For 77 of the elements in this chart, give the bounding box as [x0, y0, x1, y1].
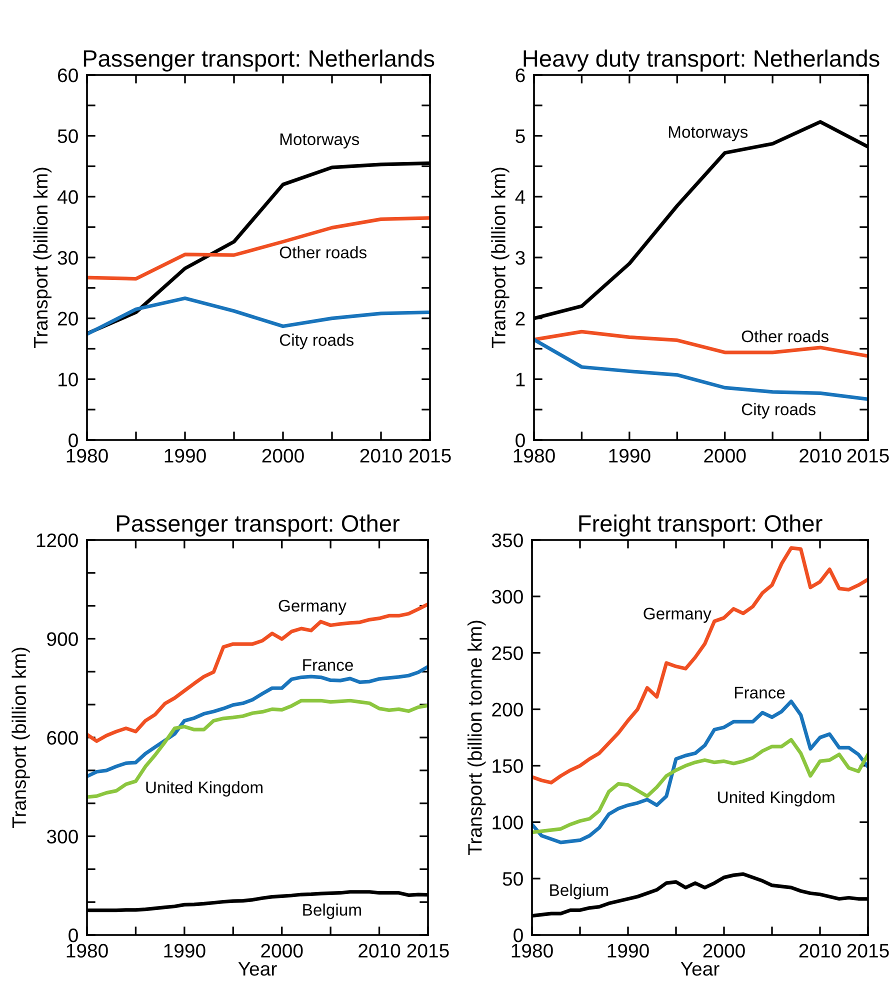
x-tick-label: 2015 — [409, 448, 451, 463]
series-label: Other roads — [742, 330, 828, 342]
x-tick-label: 1980 — [512, 944, 553, 958]
y-tick-label: 350 — [492, 533, 523, 548]
y-axis-title: Transport (billion km) — [12, 648, 30, 828]
series-label: Germany — [278, 600, 346, 615]
series-label: City roads — [742, 403, 816, 419]
y-tick-label: 5 — [516, 130, 525, 144]
line-series — [532, 700, 868, 844]
x-axis-title: Year — [238, 962, 277, 976]
y-tick-label: 40 — [57, 190, 78, 204]
x-tick-label: 2015 — [847, 944, 889, 958]
y-tick-label: 10 — [58, 372, 78, 386]
y-tick-label: 900 — [47, 632, 78, 646]
y-tick-label: 1200 — [36, 533, 78, 548]
series-label: Motorways — [280, 134, 360, 148]
y-axis-title: Transport (billion km) — [491, 168, 510, 348]
x-tick-label: 1990 — [609, 448, 650, 463]
series-label: Belgium — [550, 884, 608, 900]
x-tick-label: 1990 — [608, 944, 649, 958]
y-tick-label: 20 — [58, 312, 78, 326]
line-series — [532, 546, 868, 784]
x-tick-label: 2010 — [360, 448, 402, 463]
y-tick-label: 3 — [516, 250, 525, 265]
y-tick-label: 30 — [58, 250, 78, 265]
series-label: Belgium — [303, 904, 361, 920]
y-tick-label: 4 — [515, 190, 526, 204]
y-tick-label: 0 — [68, 928, 78, 942]
y-tick-label: 0 — [514, 928, 523, 942]
y-tick-label: 300 — [46, 830, 78, 844]
y-tick-label: 1 — [516, 372, 525, 386]
series-label: France — [303, 659, 353, 671]
x-tick-label: 1990 — [164, 944, 206, 958]
series-label: France — [734, 686, 785, 699]
x-tick-label: 1980 — [514, 448, 555, 463]
x-axis-title: Year — [680, 962, 720, 976]
x-tick-label: 2000 — [704, 448, 746, 463]
y-tick-label: 100 — [492, 816, 523, 830]
x-tick-label: 2015 — [847, 448, 889, 463]
y-axis-title: Transport (billion tonne km) — [468, 620, 486, 856]
y-tick-label: 50 — [58, 129, 78, 144]
x-tick-label: 2010 — [800, 448, 842, 463]
y-tick-label: 2 — [516, 312, 525, 326]
y-axis-title: Transport (billion km) — [33, 168, 52, 348]
series-label: Motorways — [668, 126, 748, 142]
x-tick-label: 2000 — [262, 448, 304, 463]
series-label: Germany — [644, 608, 712, 623]
y-tick-label: 600 — [47, 730, 78, 745]
y-tick-label: 0 — [516, 433, 525, 448]
series-label: United Kingdom — [718, 790, 834, 806]
x-tick-label: 2000 — [703, 944, 745, 958]
series-label: City roads — [280, 334, 354, 350]
line-series — [87, 698, 428, 799]
chart-title: Passenger transport: Netherlands — [84, 50, 434, 72]
y-tick-label: 6 — [516, 68, 525, 82]
y-tick-label: 250 — [492, 646, 523, 660]
chart-title: Freight transport: Other — [579, 514, 822, 537]
x-tick-label: 1980 — [66, 448, 108, 463]
x-tick-label: 1980 — [66, 944, 108, 958]
x-tick-label: 2000 — [261, 944, 303, 958]
x-tick-label: 1990 — [164, 448, 206, 463]
series-label: Other roads — [280, 246, 366, 258]
x-tick-label: 2010 — [358, 944, 400, 958]
y-tick-label: 50 — [502, 872, 523, 886]
y-tick-label: 0 — [68, 433, 78, 448]
chart-title: Passenger transport: Other — [117, 514, 400, 537]
line-series — [532, 738, 868, 834]
y-tick-label: 150 — [492, 759, 523, 773]
chart-title: Heavy duty transport: Netherlands — [524, 50, 880, 72]
y-tick-label: 200 — [492, 702, 523, 717]
line-series — [534, 330, 868, 358]
y-tick-label: 300 — [492, 590, 523, 604]
series-label: United Kingdom — [146, 781, 262, 797]
y-tick-label: 60 — [58, 68, 78, 82]
line-series — [87, 216, 430, 281]
x-tick-label: 2015 — [407, 944, 449, 958]
x-tick-label: 2010 — [799, 944, 841, 958]
